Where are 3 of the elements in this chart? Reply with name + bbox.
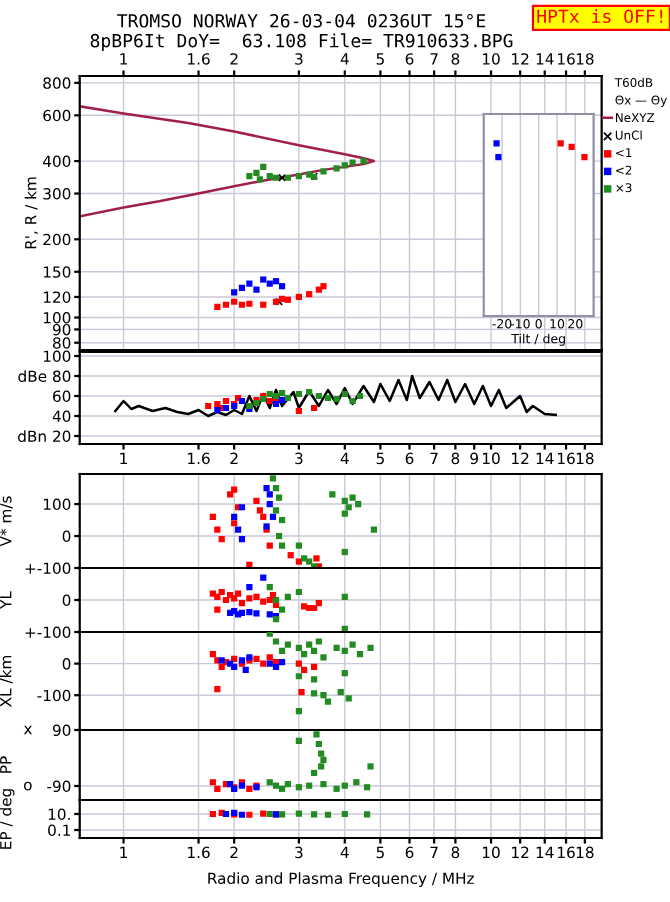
text: HPTx is OFF!: [537, 9, 663, 24]
chart-subtitle: 8pBP6It DoY= 63.108 File= TR910633.BPG: [90, 33, 513, 51]
chart-title: TROMSO NORWAY 26-03-04 0236UT 15°E: [117, 13, 486, 28]
